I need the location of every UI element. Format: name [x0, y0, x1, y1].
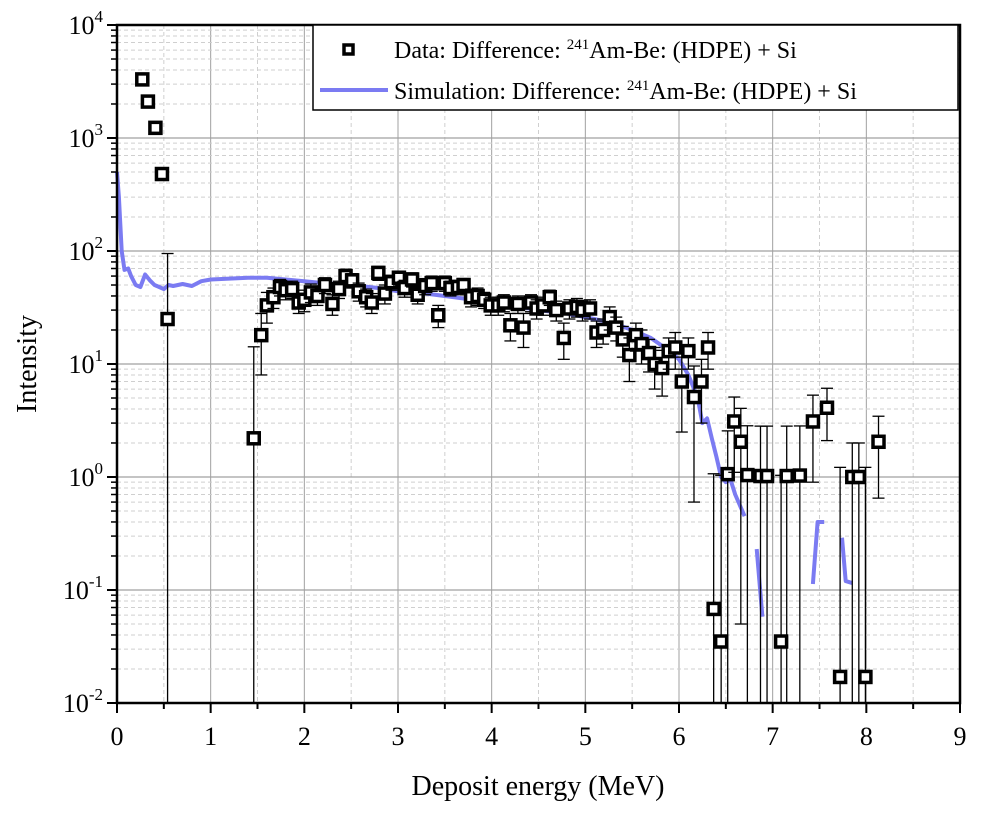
data-point [759, 468, 775, 484]
data-point [160, 311, 175, 327]
x-tick-label: 5 [579, 722, 592, 751]
data-point [246, 431, 262, 446]
simulation-line [840, 537, 853, 586]
simulation-line [754, 548, 765, 617]
data-point [424, 275, 439, 291]
y-tick-label: 100 [69, 459, 104, 492]
data-point [681, 343, 696, 359]
data-point [832, 669, 848, 685]
data-point [727, 414, 742, 429]
legend-data-label: Data: Difference: 241Am-Be: (HDPE) + Si [394, 37, 797, 64]
data-point [253, 327, 269, 343]
data-point [805, 414, 821, 429]
x-axis-label: Deposit energy (MeV) [412, 771, 665, 802]
x-tick-label: 4 [485, 722, 498, 751]
data-point [713, 634, 729, 649]
data-point [542, 289, 557, 305]
data-series [135, 72, 886, 703]
y-tick-label: 10-2 [63, 685, 103, 718]
data-point [325, 296, 340, 312]
data-point [720, 466, 735, 482]
x-tick-label: 0 [111, 722, 124, 751]
data-point [851, 469, 867, 485]
x-tick-label: 9 [954, 722, 967, 751]
data-point [496, 295, 512, 310]
x-tick-label: 3 [392, 722, 405, 751]
data-point [503, 318, 518, 333]
data-point [364, 295, 380, 310]
data-point [622, 347, 637, 363]
grid [117, 25, 960, 703]
axis-ticks: 0 1 2 3 4 5 6 7 8 9 10-2 10-1 100 101 102 103 104 [63, 7, 967, 751]
data-point [331, 281, 347, 297]
data-point [516, 320, 531, 335]
data-point [779, 468, 794, 484]
data-point [154, 166, 170, 182]
data-point [582, 301, 598, 316]
data-point [510, 296, 526, 312]
data-point [733, 434, 749, 450]
x-tick-label: 1 [204, 722, 217, 751]
data-point [310, 288, 325, 304]
data-point [700, 340, 716, 355]
data-point [634, 336, 649, 352]
data-point [397, 280, 412, 296]
legend-simulation-label: Simulation: Difference: 241Am-Be: (HDPE)… [394, 78, 857, 105]
data-point [140, 94, 156, 109]
x-tick-label: 6 [673, 722, 686, 751]
y-tick-label: 101 [69, 346, 104, 379]
y-axis-label: Intensity [12, 315, 43, 413]
data-point [608, 320, 624, 335]
simulation-line [810, 520, 825, 585]
data-point [654, 360, 670, 376]
data-point [317, 277, 333, 293]
data-point [740, 467, 755, 483]
data-point [819, 400, 835, 416]
legend-box [312, 24, 959, 111]
data-point [404, 272, 420, 287]
data-point [773, 634, 789, 649]
y-tick-label: 103 [69, 120, 104, 153]
y-tick-label: 10-1 [63, 572, 103, 605]
data-point [668, 340, 683, 355]
legend: Data: Difference: 241Am-Be: (HDPE) + Si … [312, 24, 959, 111]
data-point [549, 302, 564, 318]
y-tick-label: 102 [69, 233, 104, 266]
data-point [148, 120, 163, 136]
data-point [431, 308, 446, 323]
x-tick-label: 7 [766, 722, 779, 751]
y-tick-label: 104 [69, 7, 104, 40]
data-point [556, 330, 572, 346]
legend-data-marker [342, 43, 355, 56]
data-point [686, 389, 702, 405]
data-point [284, 281, 300, 297]
simulation-series [115, 171, 853, 617]
data-point [694, 374, 709, 389]
data-point [871, 434, 886, 450]
x-tick-label: 8 [860, 722, 873, 751]
data-point [674, 374, 690, 389]
data-point [135, 72, 150, 87]
data-point [792, 468, 808, 483]
data-point [371, 265, 386, 281]
data-point [706, 601, 721, 617]
data-point [858, 669, 873, 685]
data-point [456, 277, 471, 293]
x-tick-label: 2 [298, 722, 311, 751]
data-point [615, 332, 631, 347]
